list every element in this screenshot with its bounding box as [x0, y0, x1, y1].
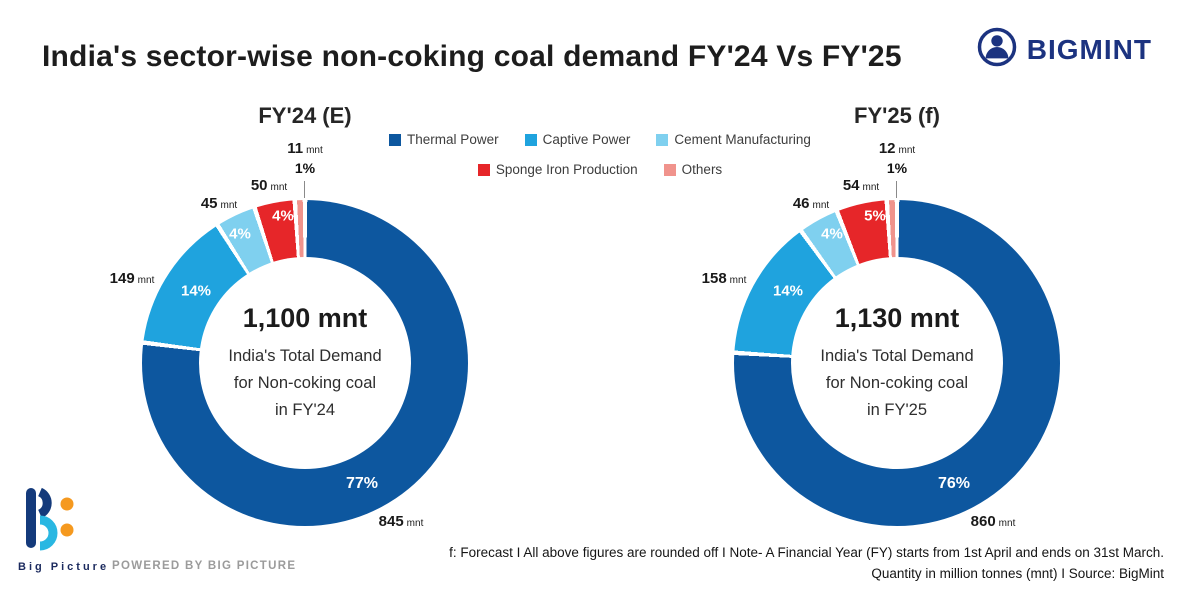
others-percent: 1% — [886, 160, 908, 176]
donut-ring-fy24: 1,100 mnt India's Total Demand for Non-c… — [142, 200, 468, 526]
others-mnt: 11 mnt — [287, 140, 323, 157]
others-value-label: 11 mnt 1% — [287, 140, 323, 176]
cement-percent-label: 4% — [821, 225, 843, 243]
donut-hole: 1,130 mnt India's Total Demand for Non-c… — [791, 257, 1003, 469]
caption-line: India's Total Demand — [228, 346, 382, 365]
thermal-power-percent-label: 77% — [345, 475, 379, 492]
legend-item-thermal-power: Thermal Power — [389, 132, 499, 147]
footnote-line-1: f: Forecast I All above figures are roun… — [449, 545, 1164, 560]
cement-value-label: 46 mnt — [792, 195, 830, 212]
big-picture-b-icon — [26, 487, 74, 551]
thermal-power-percent-label: 76% — [937, 475, 971, 492]
legend-row-2: Sponge Iron Production Others — [477, 162, 723, 177]
caption-line: for Non-coking coal — [825, 373, 969, 392]
legend-item-captive-power: Captive Power — [524, 132, 631, 147]
thermal-power-value-label: 860 mnt — [970, 513, 1016, 530]
legend-label: Captive Power — [542, 132, 631, 147]
sponge-iron-percent-label: 4% — [272, 207, 294, 225]
leader-line — [304, 181, 305, 198]
caption-line: in FY'24 — [274, 400, 335, 419]
footnote-line-2: Quantity in million tonnes (mnt) I Sourc… — [871, 566, 1164, 581]
chart-title-fy25: FY'25 (f) — [854, 103, 940, 128]
cement-swatch-icon — [656, 133, 669, 146]
powered-by-text: POWERED BY BIG PICTURE — [112, 560, 297, 572]
big-picture-logo — [20, 486, 100, 561]
legend: Thermal Power Captive Power Cement Manuf… — [0, 132, 1200, 177]
total-demand-caption: India's Total Demand for Non-coking coal… — [820, 343, 973, 424]
donut-chart-fy25: FY'25 (f) 1,130 mnt India's Total Demand… — [666, 95, 1128, 575]
others-percent: 1% — [294, 160, 316, 176]
footnote: f: Forecast I All above figures are roun… — [449, 542, 1164, 584]
cement-percent-label: 4% — [229, 225, 251, 243]
caption-line: India's Total Demand — [820, 346, 974, 365]
legend-item-sponge-iron: Sponge Iron Production — [477, 162, 638, 177]
caption-line: in FY'25 — [866, 400, 927, 419]
legend-label: Cement Manufacturing — [674, 132, 811, 147]
big-picture-wordmark: Big Picture — [18, 561, 110, 573]
bigmint-logo: BIGMINT — [976, 26, 1152, 73]
total-demand-caption: India's Total Demand for Non-coking coal… — [228, 343, 381, 424]
thermal-power-value-label: 845 mnt — [378, 513, 424, 530]
bigmint-wordmark: BIGMINT — [1026, 33, 1152, 65]
legend-label: Others — [681, 162, 723, 177]
captive-power-percent-label: 14% — [180, 282, 212, 300]
sponge-iron-value-label: 54 mnt — [842, 177, 880, 194]
donut-ring-fy25: 1,130 mnt India's Total Demand for Non-c… — [734, 200, 1060, 526]
leader-line — [896, 181, 897, 198]
thermal-power-swatch-icon — [389, 133, 402, 146]
total-demand-value: 1,130 mnt — [834, 302, 960, 333]
captive-power-percent-label: 14% — [772, 282, 804, 300]
page-title: India's sector-wise non-coking coal dema… — [42, 40, 902, 73]
person-in-circle-icon — [976, 26, 1018, 73]
donut-chart-fy24: FY'24 (E) 1,100 mnt India's Total Demand… — [74, 95, 536, 575]
sponge-iron-value-label: 50 mnt — [250, 177, 288, 194]
captive-power-value-label: 158 mnt — [701, 270, 747, 287]
others-value-label: 12 mnt 1% — [879, 140, 915, 176]
donut-hole: 1,100 mnt India's Total Demand for Non-c… — [199, 257, 411, 469]
others-mnt: 12 mnt — [878, 140, 916, 157]
legend-label: Thermal Power — [407, 132, 499, 147]
total-demand-value: 1,100 mnt — [242, 302, 368, 333]
caption-line: for Non-coking coal — [233, 373, 377, 392]
captive-power-value-label: 149 mnt — [109, 270, 155, 287]
legend-row-1: Thermal Power Captive Power Cement Manuf… — [389, 132, 811, 147]
captive-power-swatch-icon — [524, 133, 537, 146]
sponge-iron-swatch-icon — [477, 163, 490, 176]
legend-item-cement-manufacturing: Cement Manufacturing — [656, 132, 811, 147]
cement-value-label: 45 mnt — [200, 195, 238, 212]
legend-label: Sponge Iron Production — [495, 162, 638, 177]
legend-item-others: Others — [663, 162, 723, 177]
chart-title-fy24: FY'24 (E) — [258, 103, 352, 128]
sponge-iron-percent-label: 5% — [864, 207, 886, 225]
others-swatch-icon — [663, 163, 676, 176]
